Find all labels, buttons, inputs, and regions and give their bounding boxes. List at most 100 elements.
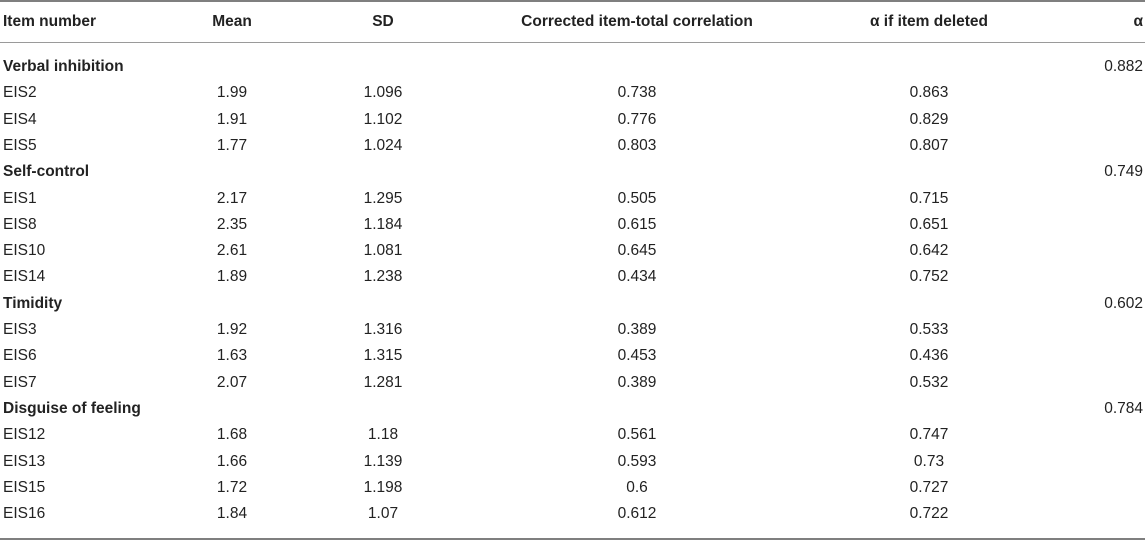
mean-cell: 1.68 bbox=[216, 426, 248, 443]
sd-cell: 1.238 bbox=[363, 268, 403, 285]
mean-cell: 1.89 bbox=[216, 268, 248, 285]
alpha-deleted-cell: 0.863 bbox=[909, 84, 949, 101]
group-row: Verbal inhibition 0.882 bbox=[0, 54, 1145, 80]
correlation-cell: 0.615 bbox=[617, 216, 657, 233]
item-cell: EIS8 bbox=[3, 216, 37, 233]
correlation-cell: 0.434 bbox=[617, 268, 657, 285]
table-row: EIS7 2.07 1.281 0.389 0.532 bbox=[0, 370, 1145, 396]
sd-cell: 1.024 bbox=[363, 137, 403, 154]
correlation-cell: 0.593 bbox=[617, 453, 657, 470]
item-cell: EIS15 bbox=[3, 479, 46, 496]
sd-cell: 1.315 bbox=[363, 347, 403, 364]
correlation-cell: 0.389 bbox=[617, 321, 657, 338]
alpha-deleted-cell: 0.752 bbox=[909, 268, 949, 285]
sd-cell: 1.281 bbox=[363, 374, 403, 391]
table-top-rule bbox=[0, 0, 1145, 2]
correlation-cell: 0.776 bbox=[617, 111, 657, 128]
correlation-cell: 0.645 bbox=[617, 242, 657, 259]
group-name: Self-control bbox=[3, 163, 90, 180]
item-cell: EIS14 bbox=[3, 268, 46, 285]
group-alpha: 0.882 bbox=[1104, 58, 1143, 75]
sd-cell: 1.295 bbox=[363, 190, 403, 207]
mean-cell: 1.91 bbox=[216, 111, 248, 128]
mean-cell: 1.99 bbox=[216, 84, 248, 101]
table-bottom-rule bbox=[0, 538, 1145, 540]
group-alpha: 0.749 bbox=[1104, 163, 1143, 180]
alpha-deleted-cell: 0.829 bbox=[909, 111, 949, 128]
sd-cell: 1.316 bbox=[363, 321, 403, 338]
header-alpha-if-item-deleted: α if item deleted bbox=[869, 13, 989, 30]
item-cell: EIS10 bbox=[3, 242, 46, 259]
correlation-cell: 0.803 bbox=[617, 137, 657, 154]
group-row: Disguise of feeling 0.784 bbox=[0, 396, 1145, 422]
table-row: EIS16 1.84 1.07 0.612 0.722 bbox=[0, 501, 1145, 527]
mean-cell: 1.72 bbox=[216, 479, 248, 496]
correlation-cell: 0.505 bbox=[617, 190, 657, 207]
mean-cell: 1.63 bbox=[216, 347, 248, 364]
group-row: Self-control 0.749 bbox=[0, 159, 1145, 185]
item-cell: EIS5 bbox=[3, 137, 37, 154]
correlation-cell: 0.389 bbox=[617, 374, 657, 391]
item-cell: EIS12 bbox=[3, 426, 46, 443]
header-corrected-item-total-correlation: Corrected item-total correlation bbox=[521, 13, 753, 30]
sd-cell: 1.07 bbox=[367, 505, 399, 522]
group-alpha: 0.784 bbox=[1104, 400, 1143, 417]
table-row: EIS12 1.68 1.18 0.561 0.747 bbox=[0, 422, 1145, 448]
alpha-deleted-cell: 0.642 bbox=[909, 242, 949, 259]
table-row: EIS1 2.17 1.295 0.505 0.715 bbox=[0, 186, 1145, 212]
mean-cell: 2.61 bbox=[216, 242, 248, 259]
sd-cell: 1.081 bbox=[363, 242, 403, 259]
correlation-cell: 0.612 bbox=[617, 505, 657, 522]
table-row: EIS15 1.72 1.198 0.6 0.727 bbox=[0, 475, 1145, 501]
header-mean: Mean bbox=[212, 13, 252, 30]
alpha-deleted-cell: 0.436 bbox=[909, 347, 949, 364]
table-row: EIS2 1.99 1.096 0.738 0.863 bbox=[0, 80, 1145, 106]
group-name: Verbal inhibition bbox=[3, 58, 124, 75]
mean-cell: 1.92 bbox=[216, 321, 248, 338]
table-header-rule bbox=[0, 42, 1145, 43]
header-alpha: α bbox=[1133, 13, 1143, 30]
group-row: Timidity 0.602 bbox=[0, 291, 1145, 317]
item-cell: EIS4 bbox=[3, 111, 37, 128]
mean-cell: 2.35 bbox=[216, 216, 248, 233]
item-cell: EIS7 bbox=[3, 374, 37, 391]
item-cell: EIS6 bbox=[3, 347, 37, 364]
correlation-cell: 0.561 bbox=[617, 426, 657, 443]
table-row: EIS5 1.77 1.024 0.803 0.807 bbox=[0, 133, 1145, 159]
item-cell: EIS13 bbox=[3, 453, 46, 470]
correlation-cell: 0.738 bbox=[617, 84, 657, 101]
mean-cell: 2.07 bbox=[216, 374, 248, 391]
mean-cell: 1.84 bbox=[216, 505, 248, 522]
table-row: EIS6 1.63 1.315 0.453 0.436 bbox=[0, 343, 1145, 369]
header-item-number: Item number bbox=[3, 13, 97, 30]
table-row: EIS4 1.91 1.102 0.776 0.829 bbox=[0, 107, 1145, 133]
item-cell: EIS3 bbox=[3, 321, 37, 338]
correlation-cell: 0.453 bbox=[617, 347, 657, 364]
sd-cell: 1.096 bbox=[363, 84, 403, 101]
sd-cell: 1.184 bbox=[363, 216, 403, 233]
sd-cell: 1.198 bbox=[363, 479, 403, 496]
alpha-deleted-cell: 0.73 bbox=[913, 453, 945, 470]
table-row: EIS14 1.89 1.238 0.434 0.752 bbox=[0, 264, 1145, 290]
alpha-deleted-cell: 0.747 bbox=[909, 426, 949, 443]
table-row: EIS13 1.66 1.139 0.593 0.73 bbox=[0, 449, 1145, 475]
item-cell: EIS2 bbox=[3, 84, 37, 101]
mean-cell: 1.77 bbox=[216, 137, 248, 154]
alpha-deleted-cell: 0.651 bbox=[909, 216, 949, 233]
item-cell: EIS1 bbox=[3, 190, 37, 207]
header-sd: SD bbox=[372, 13, 394, 30]
table-header-row: Item number Mean SD Corrected item-total… bbox=[0, 9, 1145, 35]
alpha-deleted-cell: 0.722 bbox=[909, 505, 949, 522]
table-row: EIS3 1.92 1.316 0.389 0.533 bbox=[0, 317, 1145, 343]
correlation-cell: 0.6 bbox=[626, 479, 648, 496]
group-name: Disguise of feeling bbox=[3, 400, 141, 417]
alpha-deleted-cell: 0.532 bbox=[909, 374, 949, 391]
sd-cell: 1.139 bbox=[363, 453, 403, 470]
mean-cell: 1.66 bbox=[216, 453, 248, 470]
alpha-deleted-cell: 0.533 bbox=[909, 321, 949, 338]
sd-cell: 1.102 bbox=[363, 111, 403, 128]
alpha-deleted-cell: 0.807 bbox=[909, 137, 949, 154]
alpha-deleted-cell: 0.727 bbox=[909, 479, 949, 496]
sd-cell: 1.18 bbox=[367, 426, 399, 443]
group-alpha: 0.602 bbox=[1104, 295, 1143, 312]
